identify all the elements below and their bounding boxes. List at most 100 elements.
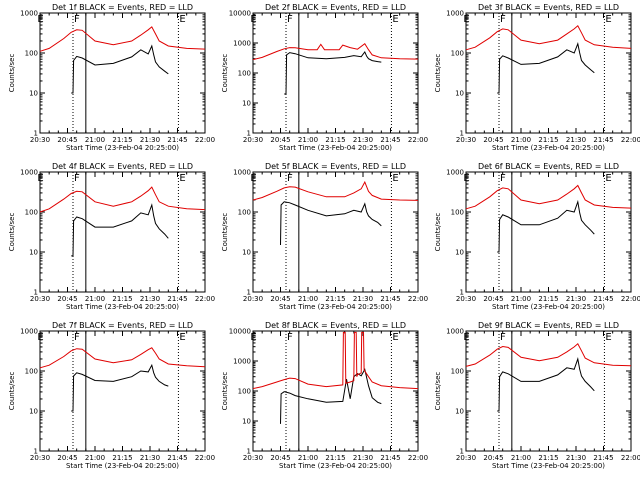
- plot-frame: [252, 171, 419, 293]
- x-tick-label: 21:15: [325, 136, 345, 144]
- y-tick-label: 1000: [446, 328, 464, 336]
- x-axis-label: Start Time (23-Feb-04 20:25:00): [279, 462, 392, 470]
- y-tick-label: 1000: [20, 169, 38, 177]
- y-tick-label: 100: [451, 368, 464, 376]
- y-tick-label: 10: [455, 90, 464, 98]
- y-tick-label: 1000: [20, 328, 38, 336]
- x-tick-label: 21:15: [538, 136, 558, 144]
- x-tick-label: 20:30: [243, 454, 263, 462]
- y-axis-label: Counts/sec: [434, 372, 442, 411]
- x-tick-label: 21:00: [511, 136, 531, 144]
- events-series-line: [497, 199, 595, 253]
- marker-label: E: [463, 14, 469, 25]
- chart-panel-3: Det 3f BLACK = Events, RED = LLD 1 10 100 10…: [434, 3, 640, 152]
- x-tick-label: 20:30: [456, 454, 476, 462]
- x-axis-label: Start Time (23-Feb-04 20:25:00): [66, 462, 179, 470]
- x-axis-label: Start Time (23-Feb-04 20:25:00): [279, 303, 392, 311]
- x-tick-label: 20:30: [30, 136, 50, 144]
- x-tick-label: 20:45: [270, 295, 290, 303]
- x-tick-label: 21:45: [167, 136, 187, 144]
- plot-frame: [39, 330, 206, 452]
- marker-label: E: [392, 14, 398, 25]
- chart-title: Det 3f BLACK = Events, RED = LLD: [478, 3, 619, 12]
- x-tick-label: 20:45: [483, 295, 503, 303]
- y-axis-label: Counts/sec: [8, 54, 16, 93]
- x-tick-label: 21:15: [112, 136, 132, 144]
- y-tick-label: 1000: [20, 10, 38, 18]
- x-axis-label: Start Time (23-Feb-04 20:25:00): [492, 144, 605, 152]
- marker-label: E: [37, 332, 43, 343]
- x-tick-label: 22:00: [408, 454, 428, 462]
- y-tick-label: 1: [247, 448, 251, 456]
- marker-label: E: [605, 332, 611, 343]
- x-tick-label: 21:30: [140, 136, 160, 144]
- events-series-line: [497, 357, 595, 412]
- chart-title: Det 9f BLACK = Events, RED = LLD: [478, 321, 619, 330]
- events-series-line: [280, 368, 382, 424]
- x-tick-label: 22:00: [621, 295, 640, 303]
- chart-panel-8: Det 8f BLACK = Events, RED = LLD 1 10 100 10…: [221, 321, 428, 470]
- y-tick-label: 100: [25, 368, 38, 376]
- marker-label: F: [74, 332, 80, 343]
- plot-frame: [39, 171, 206, 293]
- x-axis-label: Start Time (23-Feb-04 20:25:00): [279, 144, 392, 152]
- x-tick-label: 21:00: [298, 454, 318, 462]
- y-tick-label: 1: [34, 289, 38, 297]
- y-tick-label: 100: [238, 209, 251, 217]
- plot-frame: [252, 12, 419, 134]
- y-tick-label: 100: [451, 209, 464, 217]
- lld-series-line: [39, 347, 206, 369]
- lld-series-line: [465, 25, 632, 51]
- x-tick-label: 21:15: [112, 454, 132, 462]
- marker-label: E: [463, 332, 469, 343]
- x-tick-label: 21:15: [538, 454, 558, 462]
- x-tick-label: 21:30: [566, 454, 586, 462]
- x-tick-label: 20:45: [270, 136, 290, 144]
- y-tick-label: 1: [247, 289, 251, 297]
- marker-label: F: [287, 14, 293, 25]
- y-axis-label: Counts/sec: [8, 372, 16, 411]
- chart-title: Det 4f BLACK = Events, RED = LLD: [52, 162, 193, 171]
- chart-panel-2: Det 2f BLACK = Events, RED = LLD 1 10 100 10…: [221, 3, 428, 152]
- x-tick-label: 21:00: [85, 454, 105, 462]
- x-tick-label: 21:15: [538, 295, 558, 303]
- chart-panel-6: Det 6f BLACK = Events, RED = LLD 1 10 100 10…: [434, 162, 640, 311]
- x-axis-label: Start Time (23-Feb-04 20:25:00): [66, 303, 179, 311]
- y-tick-label: 1: [460, 289, 464, 297]
- x-tick-label: 20:30: [456, 295, 476, 303]
- y-tick-label: 100: [238, 388, 251, 396]
- y-tick-label: 10: [29, 249, 38, 257]
- x-tick-label: 22:00: [621, 136, 640, 144]
- x-tick-label: 22:00: [195, 454, 215, 462]
- x-tick-label: 20:45: [57, 295, 77, 303]
- x-tick-label: 21:00: [85, 136, 105, 144]
- marker-label: F: [287, 173, 293, 184]
- chart-title: Det 6f BLACK = Events, RED = LLD: [478, 162, 619, 171]
- x-tick-label: 21:15: [112, 295, 132, 303]
- marker-label: E: [605, 173, 611, 184]
- plot-frame: [39, 12, 206, 134]
- y-tick-label: 10: [455, 408, 464, 416]
- y-axis-label: Counts/sec: [221, 54, 229, 93]
- lld-series-line: [39, 26, 206, 52]
- x-tick-label: 21:00: [511, 295, 531, 303]
- y-tick-label: 10: [29, 408, 38, 416]
- chart-panel-1: Det 1f BLACK = Events, RED = LLD 1 10 100 10…: [8, 3, 215, 152]
- marker-label: F: [500, 14, 506, 25]
- x-tick-label: 21:00: [298, 295, 318, 303]
- y-tick-label: 10: [242, 418, 251, 426]
- marker-label: F: [74, 173, 80, 184]
- x-tick-label: 21:15: [325, 295, 345, 303]
- x-tick-label: 22:00: [195, 136, 215, 144]
- plot-frame: [465, 171, 632, 293]
- x-tick-label: 21:30: [566, 136, 586, 144]
- lld-series-line: [252, 180, 419, 201]
- x-tick-label: 21:00: [85, 295, 105, 303]
- y-axis-label: Counts/sec: [221, 372, 229, 411]
- events-series-line: [280, 201, 382, 246]
- x-tick-label: 21:30: [566, 295, 586, 303]
- y-tick-label: 1000: [233, 40, 251, 48]
- x-tick-label: 22:00: [195, 295, 215, 303]
- y-tick-label: 10: [455, 249, 464, 257]
